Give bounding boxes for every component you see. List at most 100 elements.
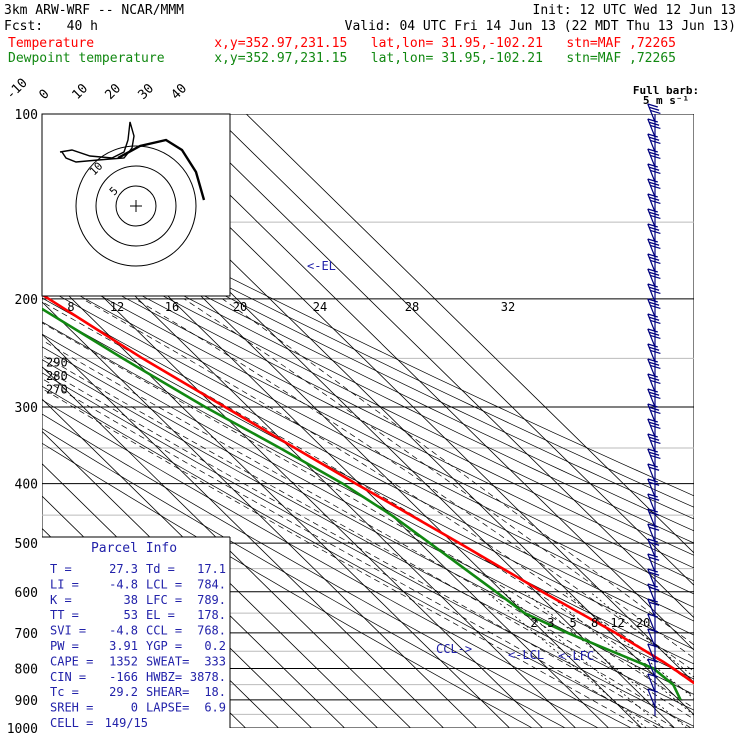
parcel-param-value: 149/15 [105,716,148,730]
isotherm-label: 10 [70,81,92,103]
hodograph-ring [115,185,157,227]
parcel-param-value: 6.9 [204,701,226,715]
dry-adiabat [42,274,694,608]
dry-adiabat [42,359,694,711]
isotherm-label: 30 [136,81,158,103]
pressure-tick-label: 100 [15,108,38,123]
pressure-tick-label: 700 [15,627,38,642]
temperature-legend: Temperature [8,36,95,51]
wind-barb [647,253,661,273]
wind-barb [647,688,658,708]
dry-adiabat [42,220,694,544]
wind-speed-scale-label: 16 [165,300,179,314]
dry-adiabat [42,263,694,595]
full-barb-value: 5 m s⁻¹ [643,94,689,107]
wind-barb [647,313,661,333]
parcel-param-value: 768. [197,624,226,638]
model-name: 3km ARW-WRF -- NCAR/MMM [4,3,185,18]
dry-adiabat [42,231,694,556]
moist-adiabat [183,298,694,659]
temperature-info: x,y=352.97,231.15 lat,lon= 31.95,-102.21… [214,36,676,51]
pressure-tick-label: 800 [15,662,38,677]
mixing-ratio-line [486,591,647,728]
parcel-param-name: T = [50,562,72,576]
dry-adiabat [42,385,665,728]
isotherm-label: 0 [37,87,53,103]
parcel-param-name: LCL = [146,577,182,591]
dry-adiabat [42,372,694,727]
dry-adiabat [42,252,694,582]
temperature-line [42,293,694,685]
wind-barb [647,553,660,573]
parcel-param-name: LFC = [146,593,182,607]
parcel-param-name: TT = [50,608,79,622]
moist-adiabat [134,298,694,672]
wind-barb [647,628,658,648]
parcel-param-value: 3878. [190,670,226,684]
isotherm [42,301,477,728]
parcel-param-name: PW = [50,639,79,653]
mixing-ratio-label: 5 [569,616,576,630]
dry-adiabat [42,297,694,636]
parcel-param-value: 17.1 [197,562,226,576]
isotherm [245,114,694,554]
wind-speed-scale-label: 28 [405,300,419,314]
parcel-param-value: -4.8 [109,624,138,638]
isotherm-label: -10 [4,76,31,103]
wind-barb [647,448,661,468]
parcel-param-value: 3.91 [109,639,138,653]
parcel-param-name: SHEAR= [146,685,189,699]
pressure-tick-label: 1000 [7,722,38,737]
wind-barb [647,463,660,483]
wind-barb [647,598,660,618]
parcel-info-box: Parcel Info T = 27.3 Td = 17.1 LI = -4.8 LCL = 7… [42,536,231,730]
wind-barb [647,403,661,423]
hodograph-ring [75,145,197,267]
parcel-param-name: K = [50,593,72,607]
full-barb-label: Full barb: [633,84,699,97]
wind-barb [647,523,660,543]
parcel-param-value: 1352 [109,654,138,668]
wind-barb [647,538,660,558]
wind-barb [647,103,661,123]
wind-barb [647,478,660,498]
parcel-param-name: EL = [146,608,175,622]
mixing-ratio-line [545,591,694,716]
wind-barb [647,343,661,363]
mixing-ratio-label: 8 [591,616,598,630]
level-annotation: CCL-> [436,642,472,656]
parcel-param-value: 18. [204,685,226,699]
valid-time: Valid: 04 UTC Fri 14 Jun 13 (22 MDT Thu … [344,19,736,34]
dewpoint-legend: Dewpoint temperature [8,51,165,66]
isotherm-label: 20 [103,81,125,103]
init-time: Init: 12 UTC Wed 12 Jun 13 [532,3,737,18]
wind-barb [647,583,660,603]
parcel-param-value: 27.3 [109,562,138,576]
wind-barb [647,508,660,528]
moist-adiabat [222,298,694,646]
parcel-param-value: 0 [131,701,138,715]
mixing-ratio-line [524,591,688,728]
level-annotation: <-LFC [558,649,594,663]
wind-barb [647,373,661,393]
wind-barb [647,223,661,243]
parcel-param-name: HWBZ= [146,670,182,684]
mixing-ratio-label: 3 [547,616,554,630]
dry-adiabat [42,413,599,728]
parcel-param-name: YGP = [146,639,182,653]
wind-barb [647,118,661,138]
wind-speed-scale-label: 12 [110,300,124,314]
wind-barb [647,568,660,588]
parcel-param-value: 784. [197,577,226,591]
parcel-param-value: 53 [124,608,138,622]
parcel-param-name: LI = [50,577,79,591]
wind-speed-scale-label: 32 [501,300,515,314]
parcel-param-value: -4.8 [109,577,138,591]
pressure-tick-label: 600 [15,586,38,601]
wind-barb [647,208,661,228]
parcel-param-value: -166 [109,670,138,684]
wind-barb [647,418,661,438]
moist-adiabat [42,367,675,728]
parcel-param-name: CIN = [50,670,86,684]
wind-barb [647,148,661,168]
